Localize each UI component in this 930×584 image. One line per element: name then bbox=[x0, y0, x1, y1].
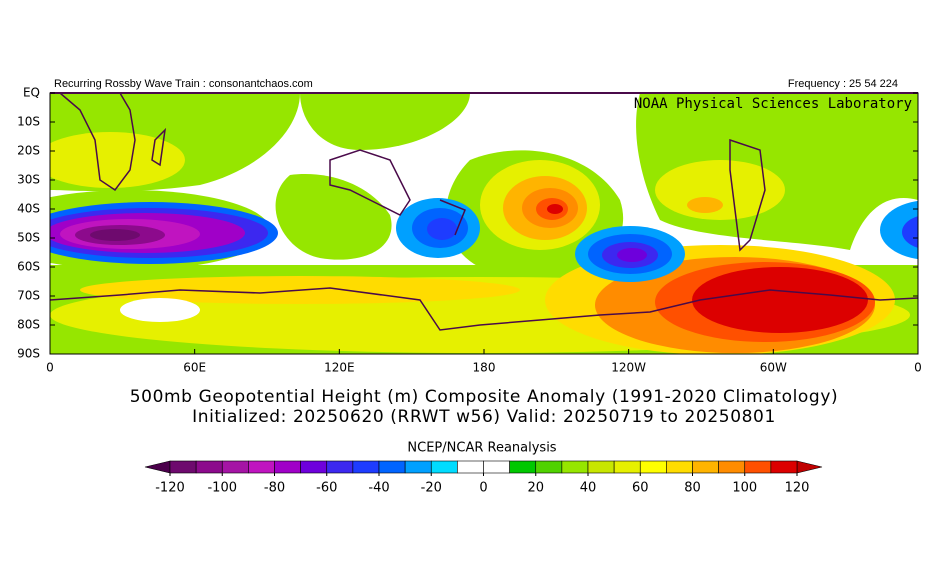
lon-label: 0 bbox=[914, 361, 922, 375]
colorbar-tick-label: 80 bbox=[684, 481, 701, 496]
colorbar-segment bbox=[613, 460, 641, 474]
colorbar-tick-label: 60 bbox=[632, 481, 649, 496]
lon-label: 60W bbox=[760, 361, 787, 375]
colorbar-over bbox=[796, 460, 823, 474]
colorbar-segment bbox=[692, 460, 719, 474]
colorbar-tick-label: -20 bbox=[421, 481, 442, 496]
colorbar-segment bbox=[770, 460, 798, 474]
lon-label: 0 bbox=[46, 361, 54, 375]
colorbar-segment bbox=[326, 460, 354, 474]
colorbar-segment bbox=[300, 460, 328, 474]
colorbar-segment bbox=[483, 460, 510, 474]
anomaly-field bbox=[50, 93, 918, 354]
colorbar-tick-label: -80 bbox=[264, 481, 285, 496]
credit: NOAA Physical Sciences Laboratory bbox=[634, 96, 912, 112]
lat-label: EQ bbox=[23, 86, 40, 100]
colorbar-segment bbox=[666, 460, 693, 474]
header-right: Frequency : 25 54 224 bbox=[788, 78, 898, 90]
colorbar-segment bbox=[352, 460, 380, 474]
colorbar-segment bbox=[509, 460, 537, 474]
lat-label: 60S bbox=[17, 260, 40, 274]
colorbar-segment bbox=[457, 460, 484, 474]
colorbar-segment bbox=[587, 460, 615, 474]
colorbar: -120 -100 -80 -60 -40 -20 0 20 40 60 80 100 120 bbox=[144, 460, 823, 496]
lat-label: 50S bbox=[17, 231, 40, 245]
lon-label: 120W bbox=[611, 361, 646, 375]
colorbar-segment bbox=[195, 460, 223, 474]
colorbar-segment bbox=[744, 460, 772, 474]
colorbar-tick-label: -40 bbox=[368, 481, 389, 496]
colorbar-tick-label: 0 bbox=[479, 481, 487, 496]
lon-label: 180 bbox=[473, 361, 496, 375]
lat-label: 40S bbox=[17, 202, 40, 216]
colorbar-tick-label: 120 bbox=[785, 481, 810, 496]
colorbar-tick-label: -60 bbox=[316, 481, 337, 496]
colorbar-tick-label: -100 bbox=[207, 481, 237, 496]
title-line1: 500mb Geopotential Height (m) Composite … bbox=[130, 387, 838, 407]
lat-label: 80S bbox=[17, 318, 40, 332]
colorbar-tick-label: 100 bbox=[732, 481, 757, 496]
colorbar-tick-label: -120 bbox=[155, 481, 185, 496]
colorbar-segment bbox=[169, 460, 197, 474]
axes: EQ 10S 20S 30S 40S 50S 60S 70S 80S 90S 0 60E 120E 180… bbox=[17, 86, 922, 375]
colorbar-tick-label: 20 bbox=[527, 481, 544, 496]
colorbar-under bbox=[144, 460, 171, 474]
colorbar-segment bbox=[378, 460, 406, 474]
colorbar-segment bbox=[430, 460, 458, 474]
lat-label: 90S bbox=[17, 347, 40, 361]
lat-label: 10S bbox=[17, 115, 40, 129]
title-line2: Initialized: 20250620 (RRWT w56) Valid: … bbox=[192, 407, 776, 427]
colorbar-segment bbox=[274, 460, 301, 474]
header-left: Recurring Rossby Wave Train : consonantc… bbox=[54, 78, 313, 90]
lat-label: 30S bbox=[17, 173, 40, 187]
colorbar-segment bbox=[221, 460, 249, 474]
colorbar-segment bbox=[718, 460, 746, 474]
colorbar-tick-label: 40 bbox=[580, 481, 597, 496]
colorbar-segment bbox=[248, 460, 275, 474]
colorbar-source: NCEP/NCAR Reanalysis bbox=[407, 441, 556, 456]
lon-label: 60E bbox=[183, 361, 206, 375]
colorbar-segment bbox=[404, 460, 432, 474]
lat-label: 70S bbox=[17, 289, 40, 303]
lat-label: 20S bbox=[17, 144, 40, 158]
colorbar-segment bbox=[639, 460, 667, 474]
lon-label: 120E bbox=[324, 361, 355, 375]
colorbar-segment bbox=[561, 460, 589, 474]
colorbar-segment bbox=[535, 460, 563, 474]
